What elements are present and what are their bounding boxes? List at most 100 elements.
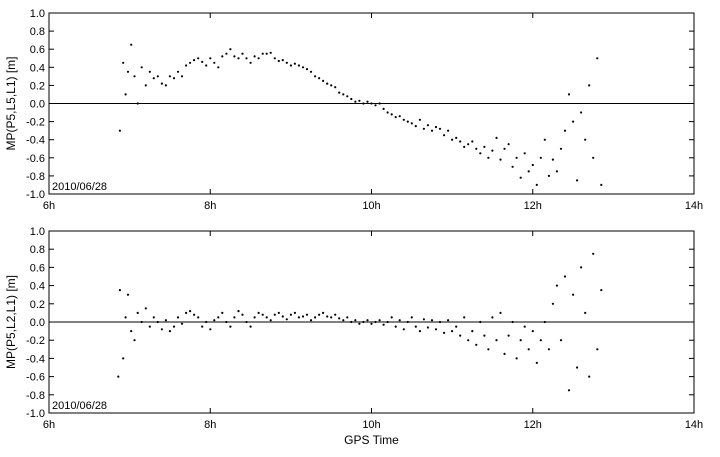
data-point [531, 163, 534, 167]
data-point [418, 330, 421, 333]
data-point [176, 316, 180, 319]
y-tick-label: 0.0 [30, 99, 45, 111]
y-tick-label: -0.8 [26, 390, 45, 402]
data-point [567, 93, 571, 96]
data-point [245, 57, 248, 60]
x-tick-label: 10h [362, 419, 380, 431]
y-tick-label: 0.4 [30, 62, 45, 74]
data-point [584, 311, 587, 314]
data-point [572, 293, 575, 296]
data-point [503, 147, 506, 150]
data-point [249, 325, 252, 328]
data-point [463, 145, 466, 148]
data-point [531, 330, 534, 333]
data-point [507, 334, 510, 337]
y-tick-label: 0.2 [30, 80, 45, 92]
data-point [185, 311, 188, 314]
data-point [535, 183, 538, 186]
data-point [471, 330, 474, 333]
data-point [555, 284, 559, 287]
data-point [342, 319, 345, 322]
data-point [148, 325, 151, 328]
data-point [197, 316, 200, 319]
x-tick-label: 6h [43, 200, 55, 212]
y-tick-label: 0.2 [30, 299, 45, 311]
y-tick-label: -0.8 [26, 171, 45, 183]
data-point [201, 325, 204, 328]
y-tick-label: 1.0 [30, 8, 45, 20]
data-point [499, 158, 502, 161]
data-point [580, 111, 583, 114]
data-point [471, 140, 474, 143]
data-point [592, 252, 595, 255]
data-point [305, 68, 309, 71]
data-point [122, 357, 125, 360]
data-point [362, 102, 365, 105]
data-point [342, 93, 345, 96]
y-tick-label: -0.4 [26, 135, 45, 147]
data-point [346, 316, 349, 319]
data-point [164, 319, 167, 322]
data-point [358, 322, 361, 325]
data-point [124, 316, 127, 319]
data-point [426, 326, 429, 329]
data-point [225, 320, 228, 324]
data-point [600, 289, 603, 292]
data-point [495, 339, 498, 342]
data-point [374, 104, 377, 107]
data-point [507, 143, 510, 146]
y-tick-label: -1.0 [26, 408, 45, 420]
data-point [124, 93, 127, 96]
data-point [459, 140, 462, 143]
data-point [197, 57, 200, 60]
data-point [156, 320, 159, 324]
data-point [410, 122, 413, 125]
data-point [382, 323, 385, 326]
data-point [475, 147, 478, 150]
data-point [414, 325, 417, 328]
data-point [572, 120, 575, 123]
date-annotation: 2010/06/28 [52, 181, 107, 193]
data-point [205, 320, 208, 324]
data-point [479, 152, 482, 155]
data-point [350, 97, 353, 101]
data-point [346, 95, 349, 98]
data-point [354, 100, 357, 103]
data-point [398, 115, 401, 118]
data-point [130, 330, 133, 333]
data-point [479, 320, 482, 324]
data-point [225, 52, 228, 55]
data-point [221, 311, 224, 314]
data-point [261, 52, 264, 55]
data-point [483, 145, 486, 148]
data-point [213, 319, 216, 322]
data-point [152, 77, 155, 80]
data-point [543, 320, 546, 324]
data-point [330, 316, 333, 319]
data-point [289, 313, 292, 316]
data-point [430, 129, 434, 132]
data-point [265, 316, 268, 319]
data-point [326, 82, 329, 85]
x-tick-label: 14h [685, 419, 703, 431]
data-point [576, 179, 579, 182]
data-point [233, 55, 236, 58]
data-point [180, 322, 184, 325]
data-point [213, 61, 216, 64]
data-point [136, 311, 139, 314]
data-point [156, 75, 159, 78]
y-axis-label: MP(P5,L2,L1) [m] [4, 275, 18, 369]
data-point [576, 366, 579, 369]
data-point [118, 129, 121, 132]
data-point [285, 61, 288, 64]
data-point [185, 64, 188, 67]
data-point [301, 66, 305, 69]
data-point [422, 127, 425, 130]
y-axis-label: MP(P5,L5,L1) [m] [4, 56, 18, 150]
data-point [398, 319, 401, 322]
data-point [237, 310, 240, 313]
data-point [318, 313, 321, 316]
data-point [301, 315, 305, 318]
data-point [144, 84, 147, 87]
